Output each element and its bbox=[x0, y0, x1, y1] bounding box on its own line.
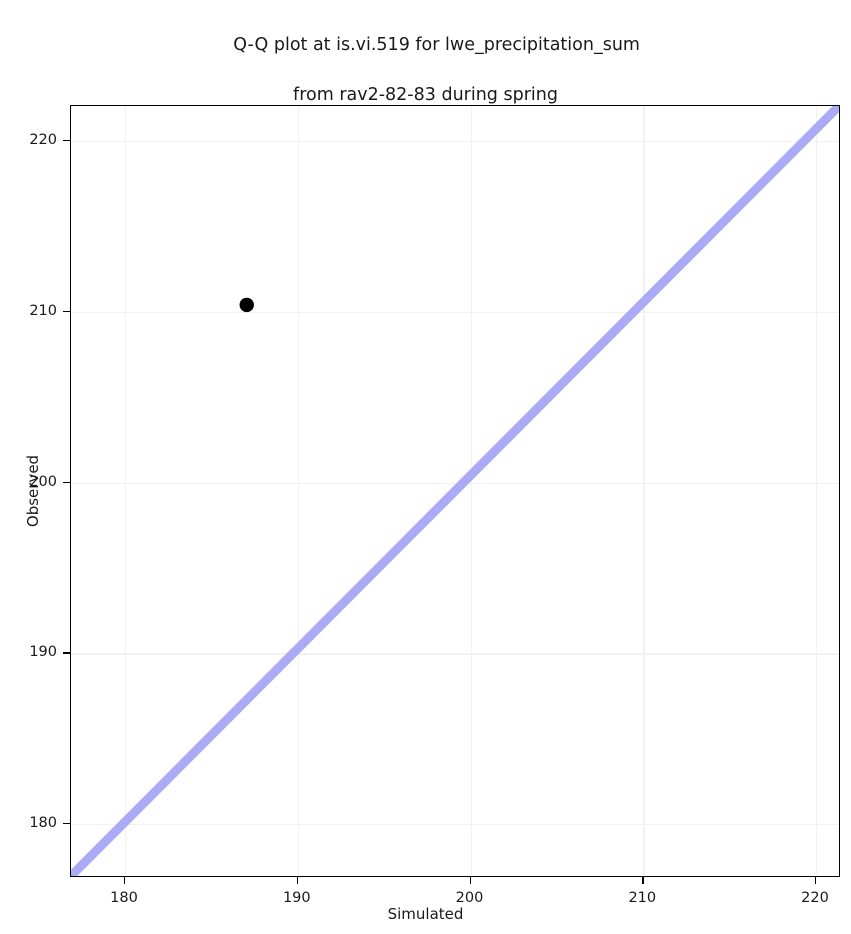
y-axis-label: Observed bbox=[24, 454, 42, 528]
gridline-x-210 bbox=[643, 106, 645, 876]
tick-label-y-180: 180 bbox=[29, 815, 57, 831]
plot-data-layer bbox=[71, 106, 839, 876]
tick-label-x-210: 210 bbox=[628, 890, 657, 906]
tick-mark-y-220 bbox=[63, 140, 70, 142]
tick-label-x-220: 220 bbox=[801, 890, 829, 906]
tick-mark-y-180 bbox=[63, 823, 70, 825]
x-axis-label: Simulated bbox=[387, 905, 464, 923]
tick-label-y-220: 220 bbox=[29, 132, 57, 148]
gridline-y-190 bbox=[71, 653, 839, 655]
tick-mark-y-200 bbox=[63, 481, 70, 483]
gridline-x-220 bbox=[816, 106, 818, 876]
tick-mark-y-190 bbox=[63, 652, 70, 654]
gridline-y-210 bbox=[71, 311, 839, 314]
plot-area bbox=[70, 105, 840, 877]
tick-label-x-200: 200 bbox=[455, 890, 484, 906]
gridline-x-180 bbox=[125, 106, 127, 876]
gridline-x-190 bbox=[297, 106, 300, 876]
tick-label-y-190: 190 bbox=[29, 644, 57, 661]
chart-title: Q-Q plot at is.vi.519 for lwe_precipitat… bbox=[0, 8, 851, 158]
tick-mark-x-210 bbox=[642, 877, 644, 884]
tick-mark-x-200 bbox=[469, 877, 471, 884]
chart-title-line-1: Q-Q plot at is.vi.519 for lwe_precipitat… bbox=[233, 35, 640, 55]
gridline-y-180 bbox=[71, 824, 839, 826]
data-point-marker bbox=[239, 297, 254, 313]
tick-label-y-210: 210 bbox=[29, 302, 57, 319]
gridline-x-200 bbox=[470, 106, 472, 876]
tick-label-x-190: 190 bbox=[282, 890, 311, 906]
chart-title-line-2: from rav2-82-83 during spring bbox=[293, 85, 558, 105]
gridline-y-220 bbox=[71, 141, 839, 143]
tick-mark-x-220 bbox=[815, 877, 817, 884]
tick-mark-y-210 bbox=[63, 310, 70, 313]
tick-mark-x-190 bbox=[296, 877, 299, 884]
tick-label-x-180: 180 bbox=[110, 890, 138, 906]
gridline-y-200 bbox=[71, 482, 839, 484]
one-to-one-reference-line bbox=[71, 106, 839, 876]
tick-label-y-200: 200 bbox=[29, 473, 57, 490]
tick-mark-x-180 bbox=[124, 877, 126, 884]
